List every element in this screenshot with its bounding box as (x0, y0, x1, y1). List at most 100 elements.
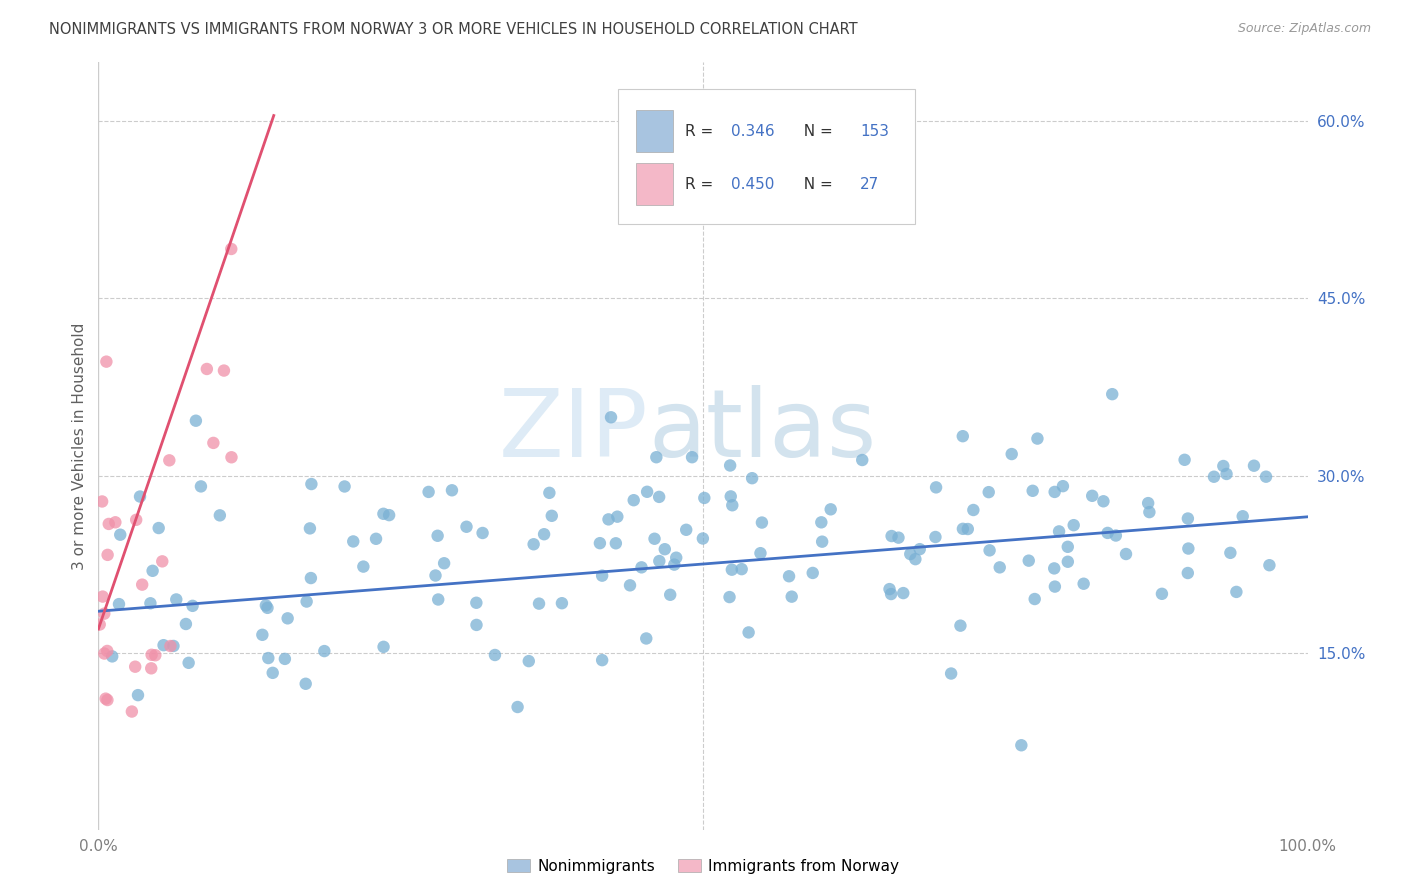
Point (741, 471, 763, 485)
Point (433, 556, 456, 570)
Point (551, 596, 574, 610)
Point (1177, 566, 1199, 580)
Point (352, 559, 374, 574)
Point (851, 453, 873, 467)
Point (1063, 518, 1085, 533)
Point (962, 503, 984, 517)
Point (262, 665, 284, 680)
Point (159, 639, 181, 653)
Point (1150, 587, 1173, 601)
Point (298, 521, 321, 535)
Point (141, 661, 163, 675)
Point (1219, 546, 1241, 560)
Point (141, 648, 163, 662)
Point (1043, 561, 1066, 575)
Point (127, 688, 149, 702)
Point (721, 498, 744, 512)
Point (212, 363, 235, 377)
Point (589, 536, 612, 550)
Point (152, 638, 174, 652)
Point (142, 564, 165, 578)
Point (425, 568, 447, 582)
Point (1115, 547, 1137, 561)
Point (1097, 525, 1119, 540)
Point (644, 532, 666, 546)
Point (636, 632, 658, 646)
Point (654, 542, 676, 557)
Point (891, 586, 914, 600)
Point (1174, 452, 1197, 467)
Point (721, 563, 744, 577)
Legend: Nonimmigrants, Immigrants from Norway: Nonimmigrants, Immigrants from Norway (501, 853, 905, 880)
Point (1137, 505, 1160, 519)
Text: 27: 27 (860, 177, 879, 192)
Point (898, 547, 921, 561)
Point (97, 548, 120, 562)
Point (731, 562, 754, 576)
Point (93, 607, 115, 621)
Point (924, 530, 946, 544)
Point (124, 659, 146, 673)
Point (939, 666, 962, 681)
Point (810, 516, 832, 530)
Point (880, 587, 903, 601)
FancyBboxPatch shape (619, 89, 915, 224)
Point (208, 508, 231, 523)
Point (471, 526, 494, 541)
Point (630, 560, 652, 574)
Point (681, 450, 703, 465)
Point (675, 523, 697, 537)
Point (1001, 447, 1024, 461)
Point (440, 483, 463, 498)
Point (811, 534, 834, 549)
Point (1024, 592, 1046, 607)
Point (1026, 432, 1049, 446)
Point (257, 651, 280, 665)
Point (606, 509, 628, 524)
Point (418, 484, 440, 499)
Point (252, 628, 274, 642)
Point (1225, 585, 1247, 599)
Point (373, 640, 395, 654)
Point (254, 599, 277, 613)
Text: N =: N = (793, 124, 838, 138)
Point (1243, 458, 1265, 473)
Text: 153: 153 (860, 124, 889, 138)
Point (780, 590, 803, 604)
Point (1177, 541, 1199, 556)
Text: R =: R = (685, 177, 718, 192)
Point (619, 578, 641, 592)
Point (1073, 576, 1095, 591)
Point (131, 577, 153, 591)
Point (378, 508, 401, 523)
Point (195, 362, 218, 376)
Point (523, 537, 546, 551)
Point (465, 618, 488, 632)
Point (1101, 387, 1123, 401)
Point (540, 508, 562, 523)
Point (139, 596, 162, 610)
Point (801, 566, 824, 580)
Point (256, 600, 278, 615)
Point (925, 480, 948, 494)
Point (527, 597, 550, 611)
Point (456, 520, 478, 534)
Point (648, 490, 671, 504)
Point (426, 529, 449, 543)
Point (427, 592, 450, 607)
Point (190, 479, 212, 493)
Point (93, 647, 115, 661)
Point (333, 479, 356, 493)
Point (177, 656, 200, 670)
Point (101, 649, 124, 664)
Point (533, 527, 555, 541)
Point (277, 611, 299, 625)
Point (91, 494, 114, 508)
Text: 0.346: 0.346 (731, 124, 775, 138)
Point (880, 529, 903, 543)
Point (299, 571, 322, 585)
Text: Source: ZipAtlas.com: Source: ZipAtlas.com (1237, 22, 1371, 36)
Point (988, 560, 1011, 574)
Point (1018, 554, 1040, 568)
Text: NONIMMIGRANTS VS IMMIGRANTS FROM NORWAY 3 OR MORE VEHICLES IN HOUSEHOLD CORRELAT: NONIMMIGRANTS VS IMMIGRANTS FROM NORWAY … (49, 22, 858, 37)
